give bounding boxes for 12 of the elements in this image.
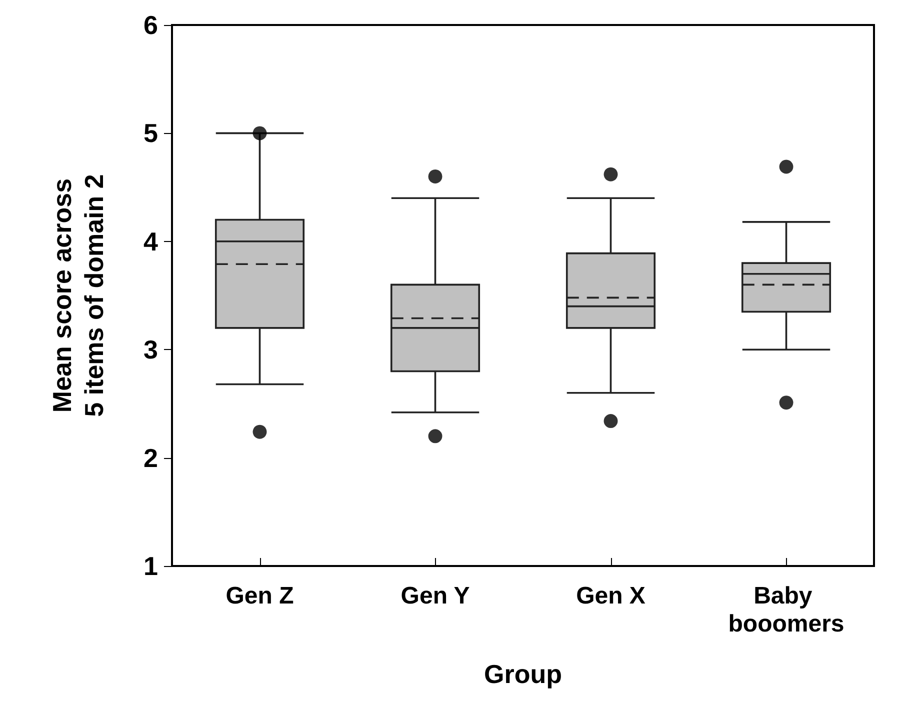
x-tick-label: Gen Z: [226, 582, 294, 610]
y-tick-label: 4: [144, 226, 159, 256]
y-tick-label: 5: [144, 118, 158, 148]
x-tick-label: Gen Y: [400, 582, 470, 610]
y-tick-label: 6: [144, 10, 158, 40]
y-tick-label: 2: [144, 442, 158, 473]
x-axis-title: Group: [484, 659, 562, 689]
x-tick-label: Gen X: [576, 582, 646, 610]
y-tick-label: 3: [144, 334, 158, 365]
y-tick-label: 1: [144, 551, 158, 581]
y-axis-title: Mean score across 5 items of domain 2: [47, 174, 109, 417]
x-tick-label: Baby booomers: [728, 582, 844, 638]
